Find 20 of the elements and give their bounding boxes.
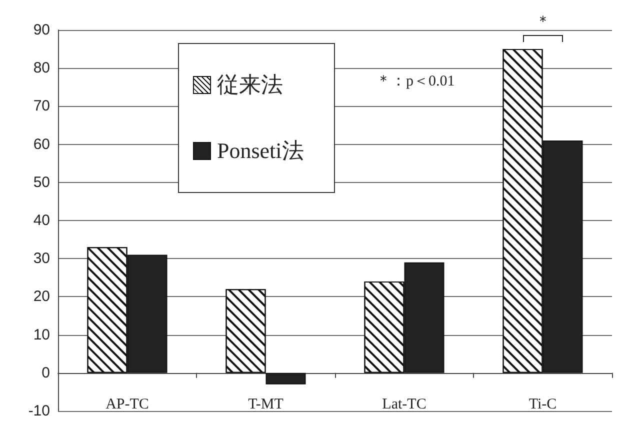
x-tick-label: Lat-TC [382,396,426,412]
y-tick-label: 90 [33,22,50,38]
y-tick-label: 0 [42,364,50,382]
y-tick-label: 40 [33,212,50,229]
annotation: ＊：p＜0.01 [376,74,455,90]
x-tick-label: T-MT [248,396,284,412]
y-tick-label: 60 [33,136,50,153]
bar [266,372,306,384]
text: ＊ [534,13,552,31]
y-tick-label: 20 [33,288,50,306]
legend-label: Ponseti法 [217,138,304,164]
legend-label: 従来法 [217,72,283,98]
x-tick-label: Ti-C [528,396,557,412]
y-tick-label: 10 [33,326,50,344]
y-tick-label: 50 [33,174,50,191]
y-tick-label: -10 [28,402,50,420]
y-tick-label: 30 [33,250,50,268]
x-tick-label: AP-TC [106,396,149,412]
y-tick-label: 70 [33,98,50,115]
y-tick-label: 80 [33,60,50,77]
